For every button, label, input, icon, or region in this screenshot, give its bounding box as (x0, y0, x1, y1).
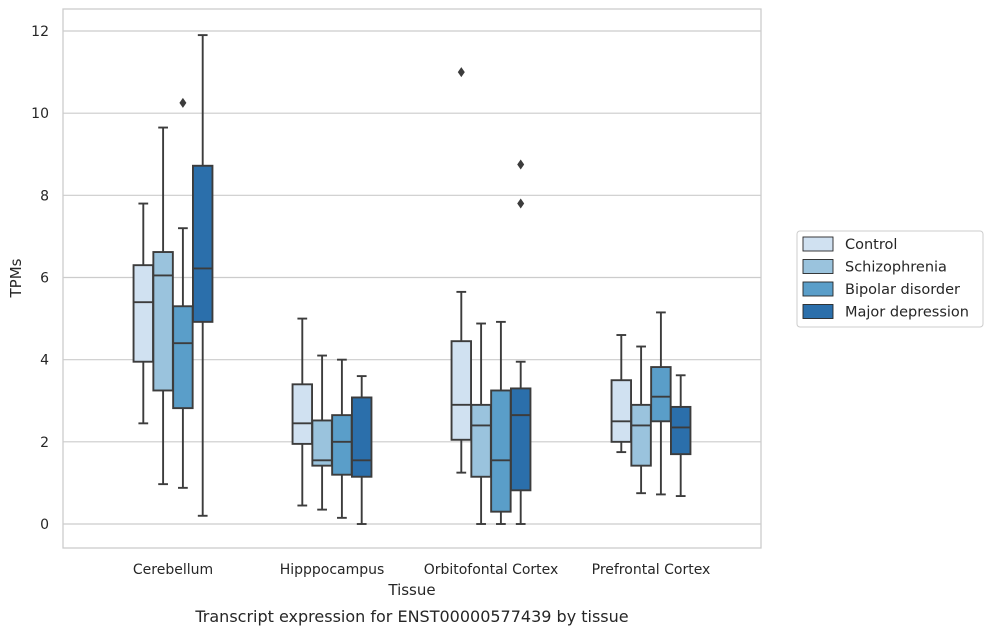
x-axis-label: Tissue (387, 581, 435, 599)
y-tick-label: 8 (40, 188, 49, 204)
box-3-3 (670, 374, 692, 498)
legend-swatch (802, 281, 834, 297)
box-groups (132, 34, 692, 525)
box-iqr (650, 366, 672, 423)
outlier-point (179, 97, 187, 108)
box-iqr (610, 379, 632, 443)
legend-swatch (802, 236, 834, 252)
box-iqr (450, 340, 472, 441)
legend-label: Control (845, 237, 897, 253)
x-tick-label: Prefrontal Cortex (592, 562, 711, 578)
x-tick-labels: Cerebellum Hipppocampus Orbitofontal Corte… (133, 562, 710, 578)
y-tick-label: 10 (31, 106, 49, 122)
box-iqr (470, 403, 492, 478)
box-iqr (510, 387, 532, 492)
y-tick-label: 4 (40, 353, 49, 369)
box-1-2 (331, 358, 353, 519)
box-iqr (311, 419, 333, 467)
box-iqr (670, 405, 692, 456)
box-0-3 (191, 34, 214, 517)
box-2-0 (450, 67, 472, 474)
box-1-3 (351, 375, 373, 525)
box-iqr (331, 414, 353, 476)
legend-label: Major depression (845, 305, 969, 321)
box-2-3 (510, 159, 532, 525)
x-tick-label: Hipppocampus (280, 562, 385, 578)
box-iqr (172, 305, 194, 410)
y-tick-labels: 0 2 4 6 8 10 12 (31, 24, 49, 533)
legend: Control Schizophrenia Bipolar disorder Majo… (796, 230, 984, 328)
box-iqr (152, 251, 174, 392)
box-iqr (191, 164, 214, 323)
box-0-1 (152, 126, 174, 486)
box-iqr (351, 396, 373, 478)
plot-frame (62, 8, 762, 549)
box-iqr (291, 383, 313, 445)
box-0-2 (172, 97, 194, 489)
box-3-0 (610, 334, 632, 454)
outlier-point (517, 159, 525, 170)
legend-frame (796, 230, 984, 328)
y-tick-label: 6 (40, 271, 49, 287)
chart-caption: Transcript expression for ENST0000057743… (194, 607, 628, 626)
box-iqr (132, 264, 155, 363)
y-axis-label: TPMs (7, 258, 25, 298)
box-1-1 (311, 354, 333, 511)
box-0-0 (132, 202, 155, 425)
box-3-1 (630, 345, 652, 495)
y-tick-label: 0 (40, 517, 49, 533)
legend-swatch (802, 304, 834, 319)
box-iqr (630, 403, 652, 467)
y-tick-label: 2 (40, 435, 49, 451)
outlier-point (517, 198, 525, 209)
outlier-point (457, 67, 465, 78)
box-1-0 (291, 317, 313, 507)
legend-swatch (802, 259, 834, 274)
y-tick-label: 12 (31, 24, 49, 40)
box-2-1 (470, 322, 492, 525)
x-tick-label: Orbitofontal Cortex (424, 562, 559, 578)
legend-label: Schizophrenia (845, 260, 947, 276)
box-3-2 (650, 311, 672, 496)
box-2-2 (490, 320, 512, 525)
box-iqr (490, 389, 512, 513)
x-tick-label: Cerebellum (133, 562, 213, 578)
legend-label: Bipolar disorder (845, 282, 960, 298)
